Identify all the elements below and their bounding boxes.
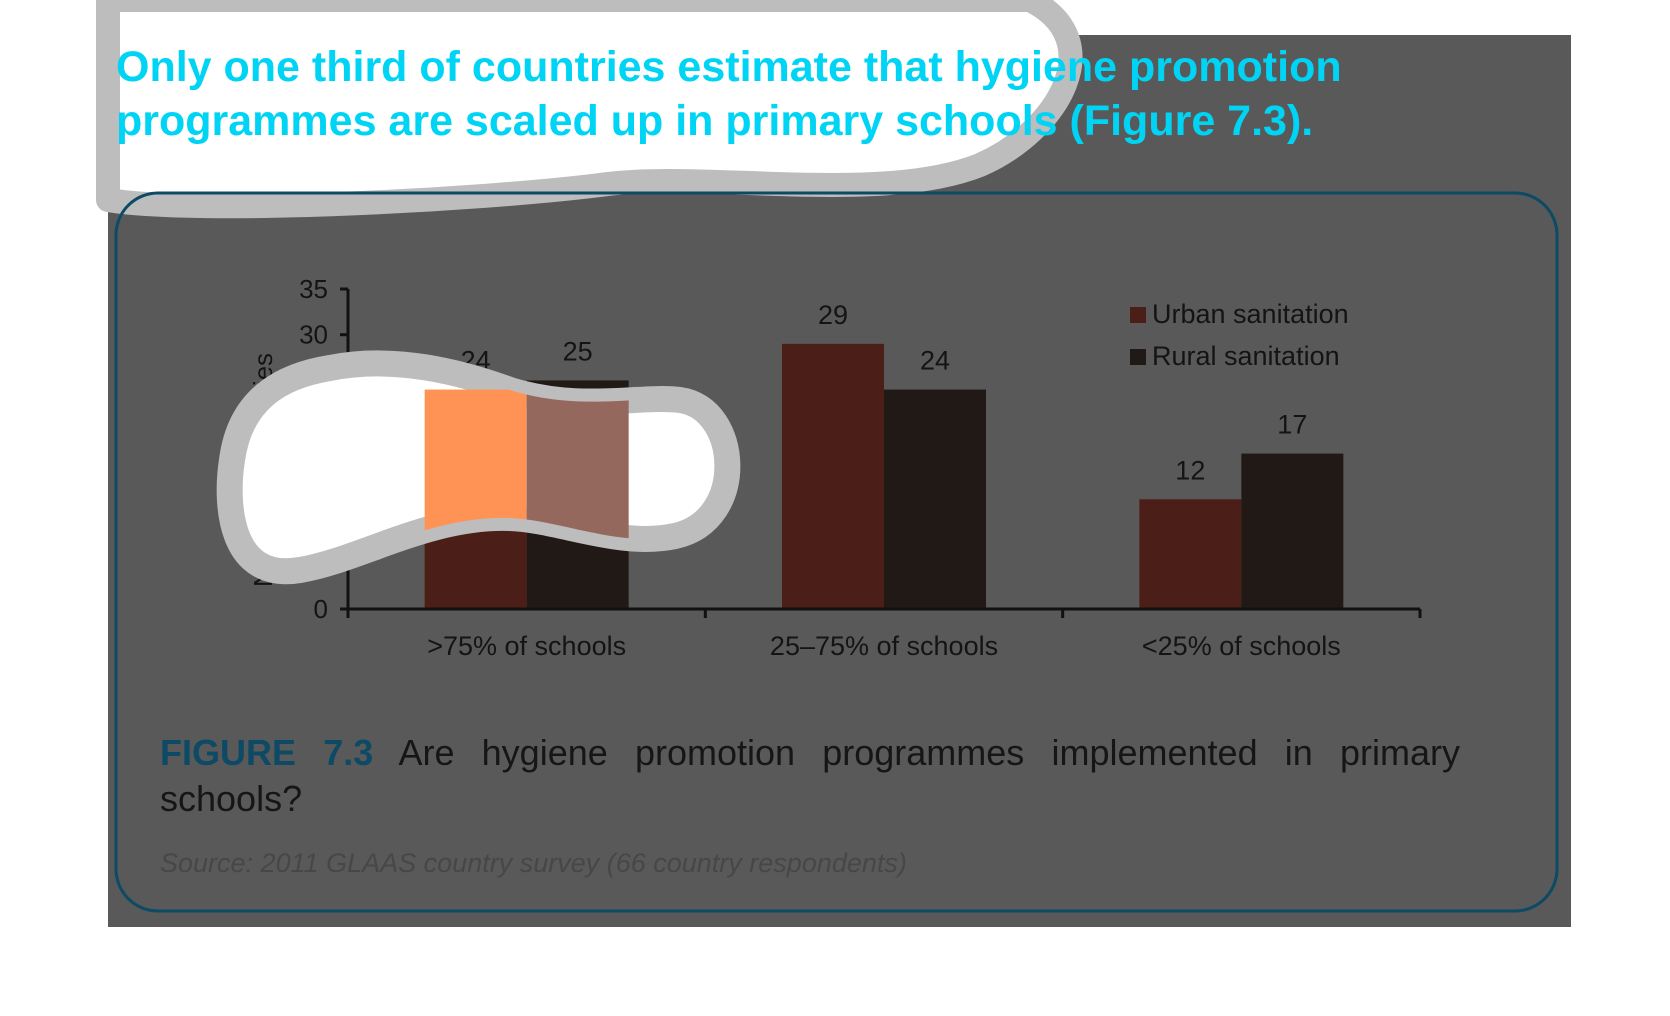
x-tick-label: >75% of schools bbox=[427, 631, 626, 661]
bar-rural-2 bbox=[1241, 453, 1344, 609]
data-label: 24 bbox=[920, 346, 950, 376]
y-tick-label: 35 bbox=[299, 274, 328, 304]
y-tick-label: 30 bbox=[299, 320, 328, 350]
bar-urban-2 bbox=[1139, 499, 1242, 609]
legend-swatch bbox=[1130, 307, 1146, 323]
headline: Only one third of countries estimate tha… bbox=[116, 40, 1536, 148]
headline-line-1: Only one third of countries estimate tha… bbox=[116, 43, 1342, 91]
figure-frame bbox=[114, 191, 1559, 913]
highlight-blob bbox=[96, 0, 1083, 219]
data-label: 17 bbox=[1277, 410, 1307, 440]
data-label: 25 bbox=[563, 336, 593, 366]
figure-label: FIGURE 7.3 bbox=[160, 732, 374, 773]
figure-title: Are hygiene promotion programmes impleme… bbox=[160, 732, 1460, 819]
legend-swatch bbox=[1130, 349, 1146, 365]
headline-line-2: programmes are scaled up in primary scho… bbox=[116, 97, 1314, 145]
bar-urban-1 bbox=[782, 343, 884, 609]
x-tick-label: <25% of schools bbox=[1142, 631, 1341, 661]
data-label: 29 bbox=[818, 300, 848, 330]
legend-label: Rural sanitation bbox=[1152, 341, 1340, 371]
data-label: 12 bbox=[1175, 455, 1205, 485]
legend-label: Urban sanitation bbox=[1152, 299, 1349, 329]
x-tick-label: 25–75% of schools bbox=[770, 631, 998, 661]
figure-caption: FIGURE 7.3 Are hygiene promotion program… bbox=[160, 730, 1460, 822]
figure-source: Source: 2011 GLAAS country survey (66 co… bbox=[160, 848, 907, 878]
y-tick-label: 0 bbox=[314, 594, 328, 624]
bar-rural-1 bbox=[884, 389, 986, 609]
